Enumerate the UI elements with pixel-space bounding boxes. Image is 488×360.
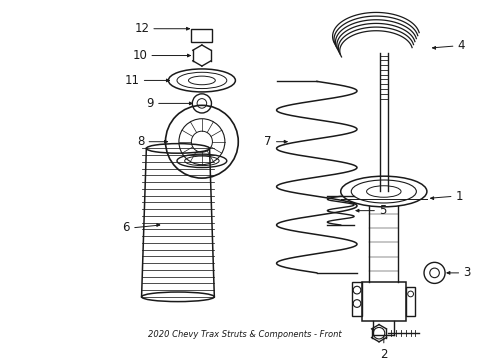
- Text: 12: 12: [134, 22, 149, 35]
- Text: 1: 1: [455, 190, 462, 203]
- Text: 7: 7: [264, 135, 271, 148]
- Text: 9: 9: [146, 97, 154, 110]
- Bar: [361, 283, 405, 321]
- Text: 5: 5: [378, 204, 386, 217]
- Text: 6: 6: [122, 221, 130, 234]
- Text: 10: 10: [132, 49, 147, 62]
- Text: 8: 8: [137, 135, 144, 148]
- Text: 11: 11: [124, 74, 140, 87]
- Text: 2: 2: [379, 347, 387, 360]
- Text: 2020 Chevy Trax Struts & Components - Front: 2020 Chevy Trax Struts & Components - Fr…: [147, 330, 341, 339]
- Bar: [405, 287, 415, 316]
- Text: 4: 4: [457, 40, 464, 53]
- Bar: [351, 283, 361, 316]
- Text: 3: 3: [462, 266, 469, 279]
- Bar: [191, 29, 212, 42]
